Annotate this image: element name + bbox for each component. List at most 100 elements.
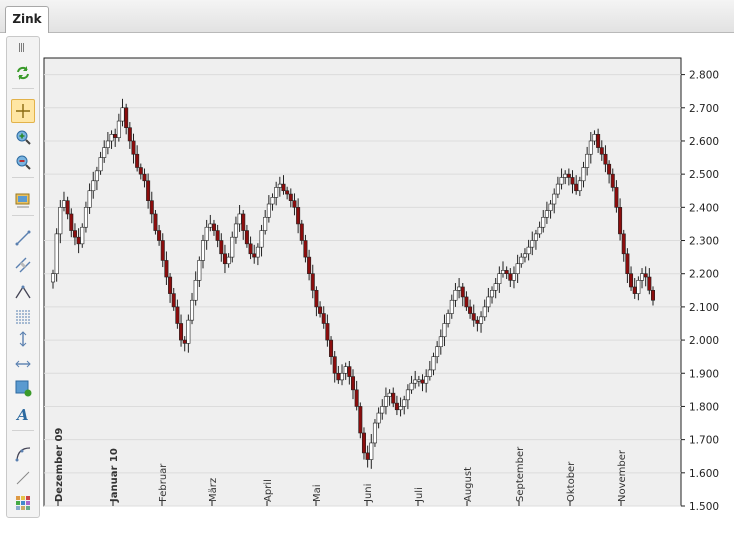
candle-body: [530, 240, 535, 248]
candle-body: [314, 289, 319, 308]
candle-body: [329, 339, 334, 357]
candle-body: [131, 140, 136, 155]
candle-body: [409, 382, 414, 391]
candle-body: [471, 313, 476, 321]
rectangle-add-icon: [15, 380, 32, 397]
color-grid-button[interactable]: [11, 491, 35, 515]
x-tick-label: September: [515, 446, 526, 502]
candle-body: [340, 372, 345, 381]
candle-body: [574, 183, 579, 192]
candle-body: [219, 240, 224, 255]
arc-tool-button[interactable]: [11, 441, 35, 465]
channel-button[interactable]: [11, 253, 35, 277]
candle-body: [76, 236, 81, 245]
candle-body: [211, 223, 216, 231]
text-tool-button[interactable]: A: [11, 402, 35, 426]
candle-body: [398, 406, 403, 411]
candle-body: [164, 260, 169, 278]
candle-body: [358, 406, 363, 434]
candle-body: [193, 280, 198, 301]
x-tick-label: Mai: [312, 484, 323, 502]
pen-line-icon: [16, 471, 30, 485]
candle-body: [336, 372, 341, 381]
candle-body: [325, 323, 330, 341]
vertical-line-icon: [19, 331, 27, 347]
candle-body: [457, 286, 462, 291]
y-tick-label: 1.500: [689, 501, 719, 513]
candle-body: [486, 296, 491, 308]
candle-body: [402, 399, 407, 407]
zoom-in-icon: [16, 130, 31, 145]
x-tick-label: Oktober: [566, 461, 577, 502]
candle-body: [424, 376, 429, 384]
triangle-tool-icon: [15, 285, 31, 299]
toolbar-separator: [12, 177, 34, 178]
toolbar-separator: [12, 88, 34, 89]
zoom-out-button[interactable]: [11, 150, 35, 174]
fibonacci-icon: [16, 310, 30, 324]
plot-area: [43, 57, 682, 507]
y-tick-label: 2.400: [689, 202, 719, 214]
candle-body: [427, 369, 432, 377]
zoom-in-button[interactable]: [11, 125, 35, 149]
candle-body: [226, 256, 231, 265]
refresh-button[interactable]: [11, 61, 35, 85]
candle-body: [299, 223, 304, 241]
candle-body: [577, 180, 582, 192]
price-chart[interactable]: 1.500 1.600 1.700 1.800 1.900 2.000 2.100 2.200…: [40, 56, 730, 514]
candle-body: [643, 273, 648, 278]
fibonacci-button[interactable]: [11, 304, 35, 328]
rectangle-add-button[interactable]: [11, 376, 35, 400]
candle-body: [599, 147, 604, 155]
candle-body: [138, 167, 143, 175]
crosshair-icon: [16, 104, 30, 118]
x-tick-label: April: [263, 479, 274, 502]
candle-body: [171, 293, 176, 308]
candle-body: [526, 246, 531, 255]
candle-body: [508, 273, 513, 281]
candle-body: [464, 296, 469, 308]
tab-zink[interactable]: Zink: [5, 6, 49, 33]
y-tick-label: 1.700: [689, 435, 719, 447]
candle-body: [533, 233, 538, 241]
candle-body: [332, 356, 337, 374]
candle-body: [252, 253, 257, 258]
vertical-line-button[interactable]: [11, 327, 35, 351]
candle-body: [175, 306, 180, 324]
pen-line-button[interactable]: [11, 466, 35, 490]
chart-settings-icon: [15, 193, 30, 208]
tab-bar: Zink: [0, 0, 734, 33]
horizontal-line-button[interactable]: [11, 352, 35, 376]
toolbar-grip-icon[interactable]: |||: [18, 43, 25, 53]
candle-body: [592, 134, 597, 142]
candle-body: [438, 336, 443, 348]
candle-body: [460, 286, 465, 298]
y-tick-label: 2.200: [689, 269, 719, 281]
y-tick-label: 2.600: [689, 136, 719, 148]
chart-settings-button[interactable]: [11, 188, 35, 212]
triangle-tool-button[interactable]: [11, 280, 35, 304]
candle-body: [603, 153, 608, 165]
candle-body: [127, 127, 132, 142]
candle-body: [504, 270, 509, 275]
toolbar-separator: [12, 215, 34, 216]
trendline-button[interactable]: [11, 226, 35, 250]
candle-body: [160, 240, 165, 261]
candle-body: [277, 183, 282, 188]
candle-body: [453, 289, 458, 301]
candle-body: [102, 147, 107, 158]
y-tick-label: 1.600: [689, 468, 719, 480]
candle-body: [446, 313, 451, 324]
candle-body: [350, 376, 355, 391]
svg-text:A: A: [15, 406, 29, 423]
crosshair-button[interactable]: [11, 99, 35, 123]
candle-body: [607, 163, 612, 175]
y-tick-label: 2.100: [689, 302, 719, 314]
candle-body: [391, 392, 396, 404]
x-tick-label: Juli: [414, 487, 425, 503]
candle-body: [581, 167, 586, 182]
candle-body: [610, 173, 615, 188]
candle-body: [482, 306, 487, 318]
candle-body: [201, 240, 206, 261]
y-tick-label: 2.000: [689, 335, 719, 347]
